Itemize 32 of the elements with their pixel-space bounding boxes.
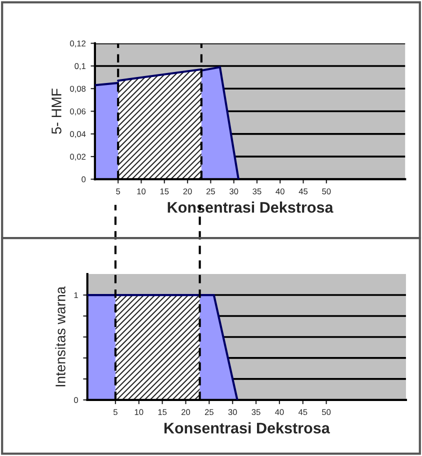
- x-tick-label: 35: [252, 409, 260, 416]
- y-tick-label: 0,04: [70, 131, 86, 138]
- x-tick-label: 5: [113, 409, 118, 416]
- y-tick-label: 0,06: [70, 108, 86, 116]
- x-tick-label: 40: [275, 409, 284, 416]
- x-tick-label: 40: [276, 188, 284, 194]
- x-tick-label: 30: [228, 409, 237, 416]
- y-axis-title: Intensitas warna: [55, 286, 66, 386]
- x-tick-label: 35: [252, 188, 262, 194]
- x-tick-label: 20: [183, 188, 192, 194]
- x-tick-label: 45: [298, 409, 308, 416]
- y-tick-label: 0,08: [70, 86, 86, 93]
- x-tick-label: 30: [230, 188, 238, 194]
- x-tick-label: 20: [182, 409, 190, 416]
- y-tick-label: 0: [82, 176, 86, 182]
- x-axis-title: Konsentrasi Dekstrosa: [164, 422, 330, 434]
- x-tick-label: 45: [298, 188, 308, 194]
- x-tick-label: 5: [116, 188, 120, 194]
- x-tick-label: 10: [134, 409, 144, 416]
- y-axis-title: 5- HMF: [52, 88, 62, 134]
- y-tick-label: 0,1: [74, 63, 86, 70]
- y-tick-label: 0,02: [70, 154, 86, 161]
- x-tick-label: 50: [322, 409, 331, 416]
- x-tick-label: 10: [137, 188, 146, 194]
- y-tick-label: 1: [74, 292, 78, 298]
- y-tick-label: 0: [74, 397, 78, 404]
- x-tick-label: 25: [206, 188, 215, 194]
- x-tick-label: 25: [204, 409, 214, 416]
- x-tick-label: 15: [160, 188, 169, 194]
- x-tick-label: 15: [158, 409, 167, 416]
- y-tick-label: 0,12: [70, 40, 86, 48]
- x-tick-label: 50: [322, 188, 331, 194]
